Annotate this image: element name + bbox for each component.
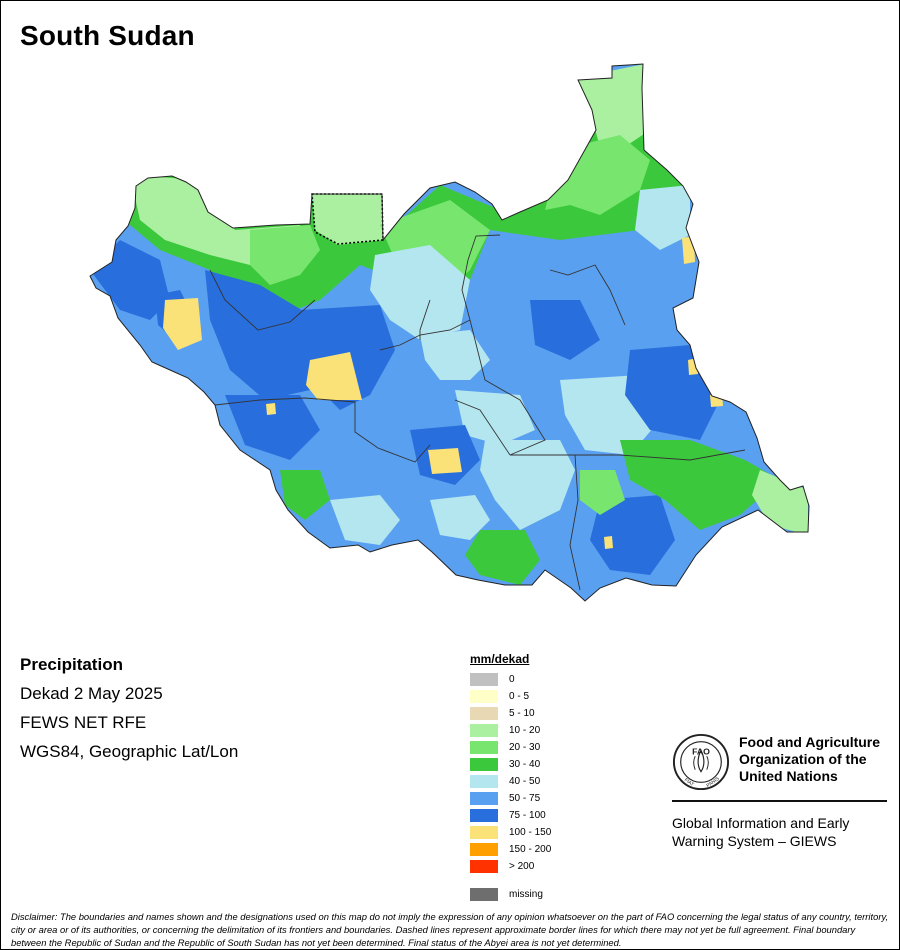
disclaimer-text: Disclaimer: The boundaries and names sho… <box>11 911 889 948</box>
legend-swatch <box>470 826 498 839</box>
legend-item: 0 - 5 <box>470 688 551 705</box>
fao-motto-left: FIAT <box>683 777 695 788</box>
precipitation-map <box>89 63 810 602</box>
map-title: South Sudan <box>20 20 195 51</box>
legend-label: > 200 <box>509 861 535 872</box>
country-border <box>89 63 810 602</box>
organization-name-line: United Nations <box>739 768 838 784</box>
legend-unit-heading: mm/dekad <box>470 652 530 666</box>
legend-swatch <box>470 741 498 754</box>
giews-label: Global Information and Early Warning Sys… <box>672 814 900 850</box>
legend-item: 0 <box>470 671 551 688</box>
abyei-area-outline <box>311 193 384 245</box>
giews-line: Warning System – GIEWS <box>672 833 837 849</box>
variable-heading: Precipitation <box>20 655 123 674</box>
legend-item: > 200 <box>470 858 551 875</box>
legend-item-missing: missing <box>470 886 551 903</box>
legend-swatch <box>470 860 498 873</box>
legend-swatch <box>470 843 498 856</box>
rainfall-class-layer <box>90 64 809 601</box>
legend-item: 20 - 30 <box>470 739 551 756</box>
legend-label: 50 - 75 <box>509 793 541 804</box>
legend-label: 20 - 30 <box>509 742 541 753</box>
legend-swatch <box>470 673 498 686</box>
legend-swatch <box>470 758 498 771</box>
legend-label: 10 - 20 <box>509 725 541 736</box>
organization-name: Food and Agriculture Organization of the… <box>739 734 899 785</box>
period-label: Dekad 2 May 2025 <box>20 684 163 703</box>
legend-label: 30 - 40 <box>509 759 541 770</box>
data-source-label: FEWS NET RFE <box>20 713 147 732</box>
legend-item: 100 - 150 <box>470 824 551 841</box>
branding-divider <box>672 800 887 802</box>
legend-item: 150 - 200 <box>470 841 551 858</box>
legend: mm/dekad 0 0 - 5 5 - 10 10 - 20 20 - 30 … <box>470 652 551 903</box>
legend-label: 150 - 200 <box>509 844 552 855</box>
legend-swatch <box>470 809 498 822</box>
legend-item: 10 - 20 <box>470 722 551 739</box>
legend-item: 50 - 75 <box>470 790 551 807</box>
legend-label: 0 <box>509 674 515 685</box>
projection-label: WGS84, Geographic Lat/Lon <box>20 742 239 761</box>
organization-name-line: Food and Agriculture <box>739 734 881 750</box>
legend-label: 100 - 150 <box>509 827 552 838</box>
legend-swatch <box>470 690 498 703</box>
legend-item: 30 - 40 <box>470 756 551 773</box>
legend-label: 0 - 5 <box>509 691 530 702</box>
fao-logo-icon: FAO FIAT PANIS <box>672 733 730 791</box>
giews-line: Global Information and Early <box>672 815 850 831</box>
legend-swatch <box>470 888 498 901</box>
fao-logo-text: FAO <box>692 746 710 756</box>
organization-name-line: Organization of the <box>739 751 867 767</box>
legend-item: 40 - 50 <box>470 773 551 790</box>
legend-label: 75 - 100 <box>509 810 546 821</box>
legend-label: 5 - 10 <box>509 708 535 719</box>
legend-item: 75 - 100 <box>470 807 551 824</box>
legend-swatch <box>470 792 498 805</box>
legend-swatch <box>470 724 498 737</box>
legend-swatch <box>470 775 498 788</box>
legend-label: 40 - 50 <box>509 776 541 787</box>
map-info: Precipitation Dekad 2 May 2025 FEWS NET … <box>20 655 238 771</box>
legend-swatch <box>470 707 498 720</box>
state-boundaries <box>209 234 746 591</box>
legend-label: missing <box>509 889 543 900</box>
legend-item: 5 - 10 <box>470 705 551 722</box>
